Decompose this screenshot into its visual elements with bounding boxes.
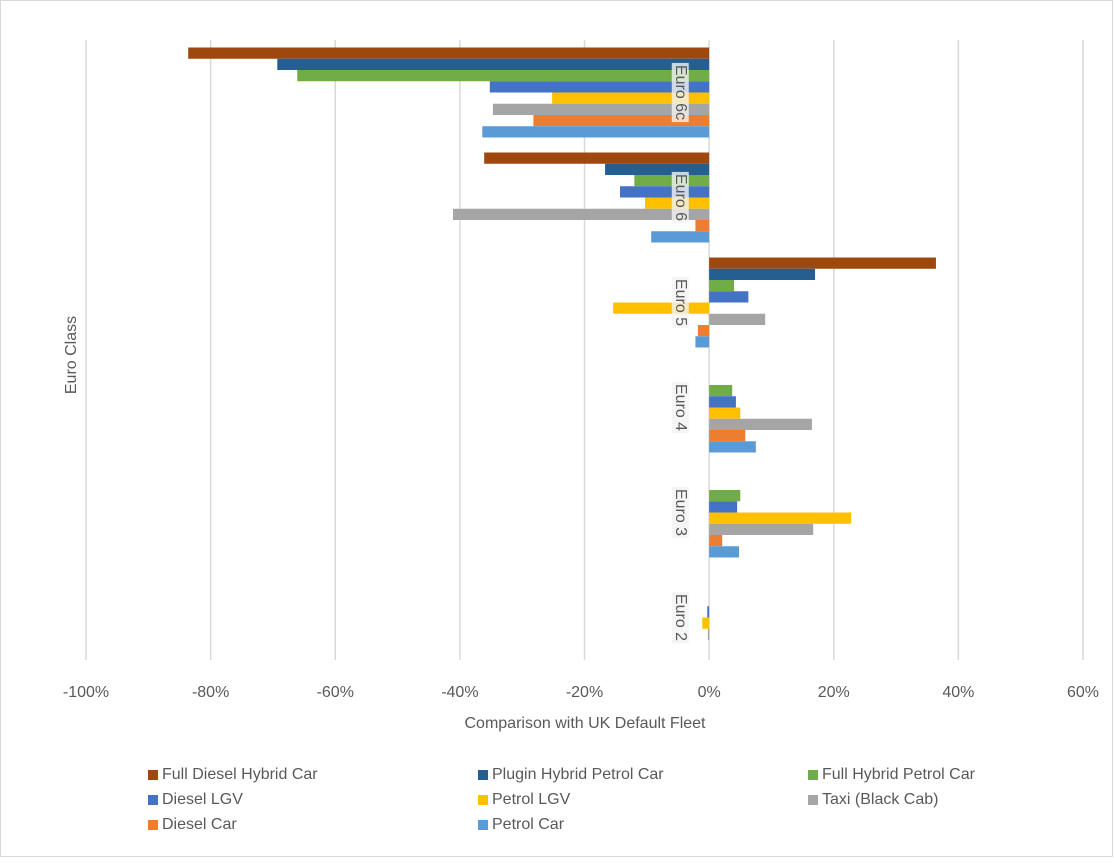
bar xyxy=(620,186,710,198)
category-label: Euro 6 xyxy=(672,174,689,221)
bar xyxy=(709,441,756,453)
bar xyxy=(707,628,710,640)
legend-swatch xyxy=(478,820,488,830)
bar xyxy=(709,535,723,547)
bar xyxy=(605,163,710,175)
bar xyxy=(613,302,710,314)
bar xyxy=(695,220,710,232)
x-tick-label: 0% xyxy=(698,684,721,701)
legend-swatch xyxy=(478,795,488,805)
x-tick-label: -80% xyxy=(192,684,229,701)
bar xyxy=(709,418,812,430)
bar xyxy=(277,58,710,70)
bar xyxy=(709,512,852,524)
bar xyxy=(492,103,710,115)
bar xyxy=(484,152,710,164)
legend-label: Petrol Car xyxy=(492,816,565,833)
category-label-bg xyxy=(671,381,689,434)
x-tick-label: 40% xyxy=(942,684,974,701)
bar xyxy=(709,313,766,325)
legend-label: Diesel LGV xyxy=(162,791,243,808)
category-label-bg xyxy=(671,591,689,644)
bar xyxy=(709,396,736,408)
bar xyxy=(702,617,710,629)
legend-swatch xyxy=(148,795,158,805)
legend-label: Taxi (Black Cab) xyxy=(822,791,938,808)
legend-label: Full Diesel Hybrid Car xyxy=(162,766,318,783)
legend-label: Diesel Car xyxy=(162,816,237,833)
legend-swatch xyxy=(808,770,818,780)
bar xyxy=(297,70,710,82)
legend-label: Full Hybrid Petrol Car xyxy=(822,766,976,783)
legend-label: Plugin Hybrid Petrol Car xyxy=(492,766,664,783)
bar xyxy=(709,523,814,535)
x-tick-label: 60% xyxy=(1067,684,1099,701)
bar xyxy=(697,325,710,337)
bar xyxy=(709,501,738,513)
bar xyxy=(489,81,710,93)
x-tick-label: -60% xyxy=(317,684,354,701)
bar xyxy=(709,490,741,502)
category-label: Euro 3 xyxy=(672,489,689,536)
x-tick-label: -40% xyxy=(441,684,478,701)
bar xyxy=(707,606,710,618)
x-tick-label: -100% xyxy=(63,684,109,701)
bar xyxy=(709,291,749,303)
bar xyxy=(709,385,733,397)
bar xyxy=(709,546,740,558)
bar xyxy=(709,280,735,292)
bar xyxy=(709,430,746,442)
bar xyxy=(651,231,710,243)
category-label-bg xyxy=(671,62,689,123)
category-label: Euro 2 xyxy=(672,594,689,641)
bar xyxy=(709,257,936,269)
category-label: Euro 6c xyxy=(672,65,689,120)
bar xyxy=(709,407,741,419)
bar xyxy=(634,175,710,187)
legend-swatch xyxy=(478,770,488,780)
bar xyxy=(533,115,710,127)
x-tick-label: -20% xyxy=(566,684,603,701)
legend-swatch xyxy=(148,820,158,830)
bar xyxy=(453,208,710,220)
bar xyxy=(188,47,710,59)
bar xyxy=(482,126,710,138)
legend-swatch xyxy=(808,795,818,805)
legend-swatch xyxy=(148,770,158,780)
category-label-bg xyxy=(671,171,689,224)
bar xyxy=(709,268,816,280)
category-label: Euro 5 xyxy=(672,279,689,326)
y-axis-title: Euro Class xyxy=(63,316,80,394)
bar xyxy=(552,92,710,104)
x-tick-label: 20% xyxy=(818,684,850,701)
bar xyxy=(695,336,710,348)
category-label-bg xyxy=(671,486,689,539)
legend-label: Petrol LGV xyxy=(492,791,571,808)
category-label-bg xyxy=(671,276,689,329)
x-axis-title: Comparison with UK Default Fleet xyxy=(465,715,707,732)
category-label: Euro 4 xyxy=(672,384,689,431)
